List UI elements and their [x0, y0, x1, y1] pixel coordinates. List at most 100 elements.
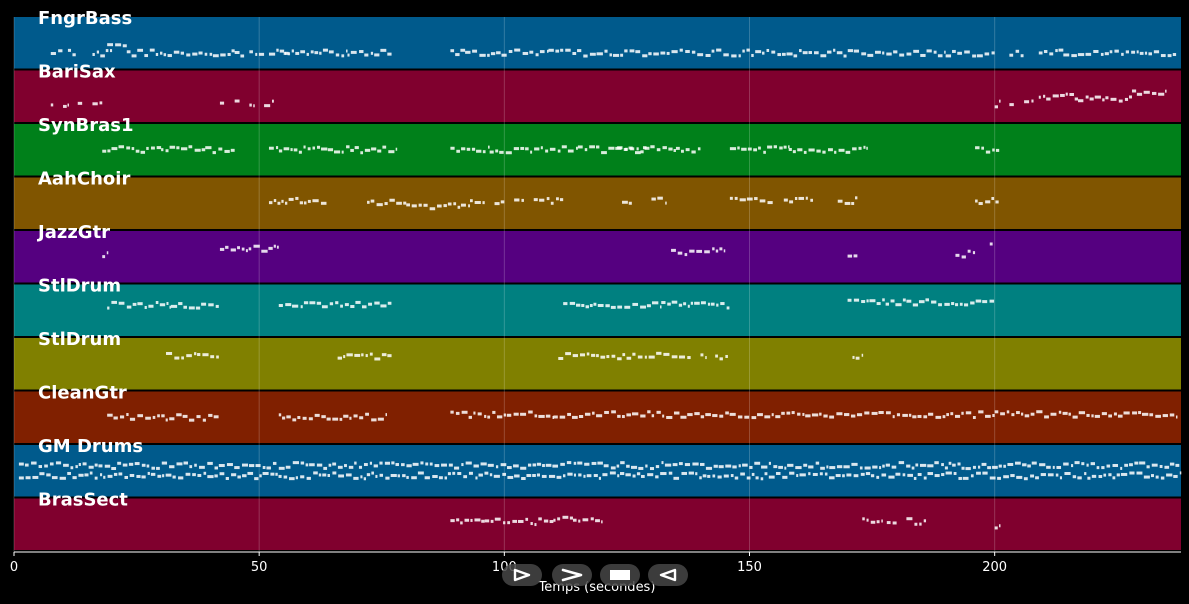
note: [417, 471, 424, 475]
note: [346, 49, 348, 53]
note: [375, 474, 378, 478]
note: [700, 353, 704, 357]
note: [1179, 471, 1182, 475]
note: [1086, 413, 1090, 417]
note: [137, 414, 144, 418]
note: [644, 355, 647, 359]
note: [978, 202, 983, 206]
note: [648, 52, 652, 56]
note: [209, 52, 213, 56]
note: [862, 517, 865, 521]
note: [1155, 414, 1161, 418]
note: [165, 473, 172, 477]
note: [846, 473, 852, 477]
note: [799, 473, 806, 477]
note: [132, 302, 137, 306]
note: [273, 244, 276, 248]
note: [1091, 474, 1097, 478]
note: [578, 473, 582, 477]
note: [1071, 54, 1077, 58]
note: [611, 354, 616, 358]
note: [758, 146, 761, 150]
note: [104, 464, 111, 468]
note: [25, 476, 31, 480]
note: [1136, 471, 1143, 475]
note: [855, 356, 860, 360]
note-group: [671, 247, 726, 257]
note: [67, 48, 72, 52]
note-group: [249, 50, 265, 56]
note: [591, 461, 597, 465]
note: [1120, 472, 1128, 476]
note: [786, 52, 793, 56]
note: [746, 197, 753, 201]
note: [55, 461, 62, 465]
note: [638, 466, 644, 470]
note: [906, 464, 911, 468]
note: [1040, 473, 1046, 477]
note: [479, 53, 486, 57]
note: [111, 300, 117, 304]
note-group: [553, 410, 995, 420]
note: [465, 461, 472, 465]
note: [908, 413, 912, 417]
track-label: SynBras1: [38, 115, 134, 136]
note: [387, 354, 392, 358]
note: [719, 247, 723, 251]
note: [624, 147, 628, 151]
note: [998, 464, 1002, 468]
note: [671, 50, 678, 54]
note: [371, 418, 377, 422]
note: [1169, 462, 1175, 466]
note: [482, 150, 486, 154]
note: [1160, 476, 1165, 480]
note: [595, 519, 600, 523]
note: [75, 465, 78, 469]
note: [359, 50, 364, 54]
note: [443, 204, 447, 208]
track-lane: [14, 284, 1181, 336]
note: [677, 251, 683, 255]
note: [852, 147, 857, 151]
note: [512, 519, 518, 523]
note: [744, 415, 750, 419]
note: [882, 298, 885, 302]
note: [300, 475, 305, 479]
note-group: [1131, 89, 1167, 96]
note: [808, 472, 811, 476]
note: [169, 465, 175, 469]
note: [789, 471, 795, 475]
note: [1055, 473, 1059, 477]
note: [369, 352, 373, 356]
note: [805, 196, 808, 200]
play-button[interactable]: [502, 564, 542, 586]
note: [899, 53, 905, 57]
note: [1136, 50, 1139, 54]
note: [1078, 99, 1084, 103]
note: [275, 146, 279, 150]
note: [470, 518, 473, 522]
stop-button[interactable]: [600, 564, 640, 586]
note: [63, 104, 67, 108]
rewind-button[interactable]: [648, 564, 688, 586]
note-group: [852, 353, 864, 360]
note: [268, 146, 274, 150]
note: [377, 149, 382, 153]
tick-label: 150: [737, 560, 762, 575]
fast-forward-button[interactable]: [552, 564, 592, 586]
note: [454, 466, 460, 470]
note: [149, 48, 155, 52]
note: [282, 416, 286, 420]
note: [808, 465, 814, 469]
note: [955, 253, 960, 257]
note: [705, 466, 713, 470]
note: [456, 149, 460, 153]
note: [691, 150, 696, 154]
note: [1113, 412, 1117, 416]
note: [337, 356, 343, 360]
note: [72, 476, 77, 480]
note: [965, 411, 972, 415]
note: [111, 147, 118, 151]
note: [1052, 465, 1055, 469]
note: [100, 473, 103, 477]
